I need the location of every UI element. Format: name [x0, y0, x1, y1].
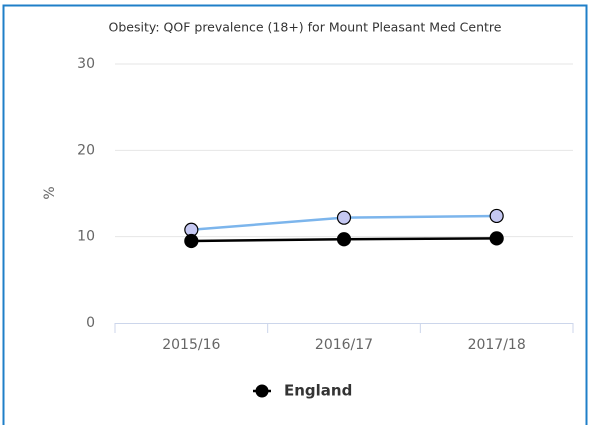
y-tick-label: 10: [77, 229, 95, 245]
y-tick-label: 0: [86, 315, 95, 331]
x-tick-label: 2016/17: [315, 337, 373, 353]
x-tick-label: 2015/16: [162, 337, 220, 353]
chart-title: Obesity: QOF prevalence (18+) for Mount …: [109, 20, 502, 35]
point: [489, 208, 504, 224]
point: [336, 210, 352, 225]
y-tick-label: 30: [77, 56, 95, 72]
y-tick-label: 20: [77, 142, 95, 158]
x-tick-label: 2017/18: [468, 337, 526, 353]
y-axis-label: %: [42, 186, 58, 199]
point: [184, 233, 199, 249]
legend-text: England: [284, 382, 352, 400]
point: [489, 231, 504, 246]
legend-marker: [255, 384, 269, 398]
point: [336, 232, 352, 247]
